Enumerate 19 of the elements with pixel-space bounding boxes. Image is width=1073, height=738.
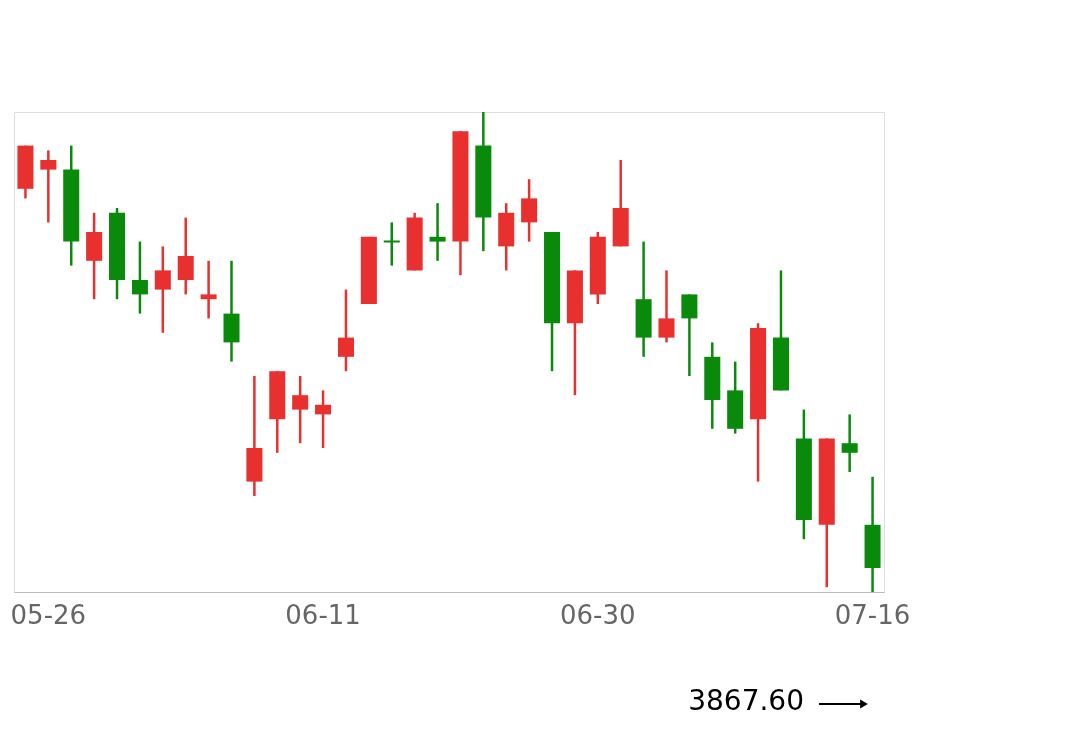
- candlestick: [177, 216, 194, 296]
- candlestick: [382, 221, 401, 267]
- x-tick-label: 05-26: [10, 599, 87, 630]
- text: 3867.60: [688, 684, 804, 717]
- candlestick: [40, 149, 57, 224]
- candlestick: [681, 293, 698, 378]
- x-tick-label: 07-16: [834, 599, 911, 630]
- candlestick: [841, 413, 858, 474]
- candlestick: [154, 245, 171, 335]
- x-tick-label: 06-30: [560, 599, 636, 630]
- candlestick: [429, 201, 446, 263]
- candlestick: [658, 269, 675, 344]
- candlestick: [131, 240, 148, 315]
- candlestick: [315, 389, 332, 450]
- candlestick: [200, 259, 217, 320]
- candlestick: [292, 374, 309, 445]
- x-tick-label: 06-11: [285, 599, 361, 630]
- candlestick: [337, 288, 354, 373]
- candlestick: [521, 177, 538, 243]
